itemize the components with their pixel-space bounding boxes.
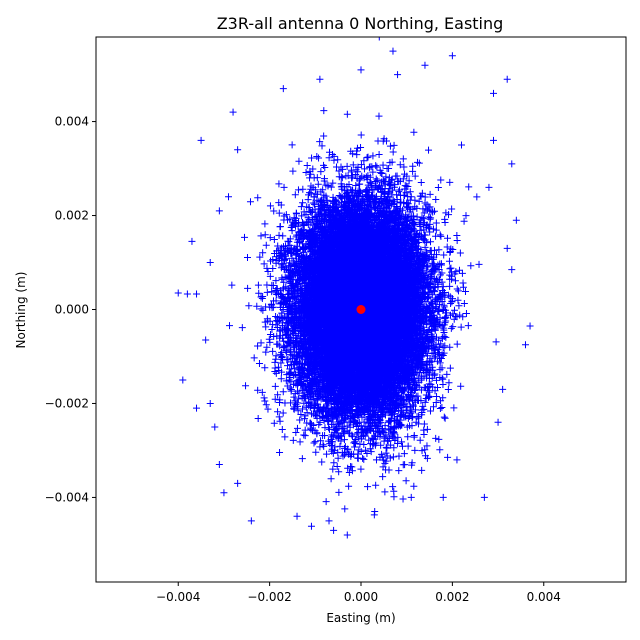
data-point <box>262 401 270 409</box>
data-point <box>327 183 335 191</box>
data-point <box>360 455 368 463</box>
data-point <box>446 364 454 372</box>
data-point <box>254 414 262 422</box>
data-point <box>446 343 454 351</box>
data-point <box>382 443 390 451</box>
data-point <box>435 246 443 254</box>
data-point <box>307 522 315 530</box>
plot-area <box>174 37 534 539</box>
data-point <box>405 177 413 185</box>
data-point <box>228 281 236 289</box>
data-point <box>404 433 412 441</box>
data-point <box>292 428 300 436</box>
data-point <box>341 505 349 513</box>
points-layer <box>174 37 534 539</box>
chart-title: Z3R-all antenna 0 Northing, Easting <box>217 14 504 33</box>
data-point <box>410 128 418 136</box>
data-point <box>360 157 368 165</box>
